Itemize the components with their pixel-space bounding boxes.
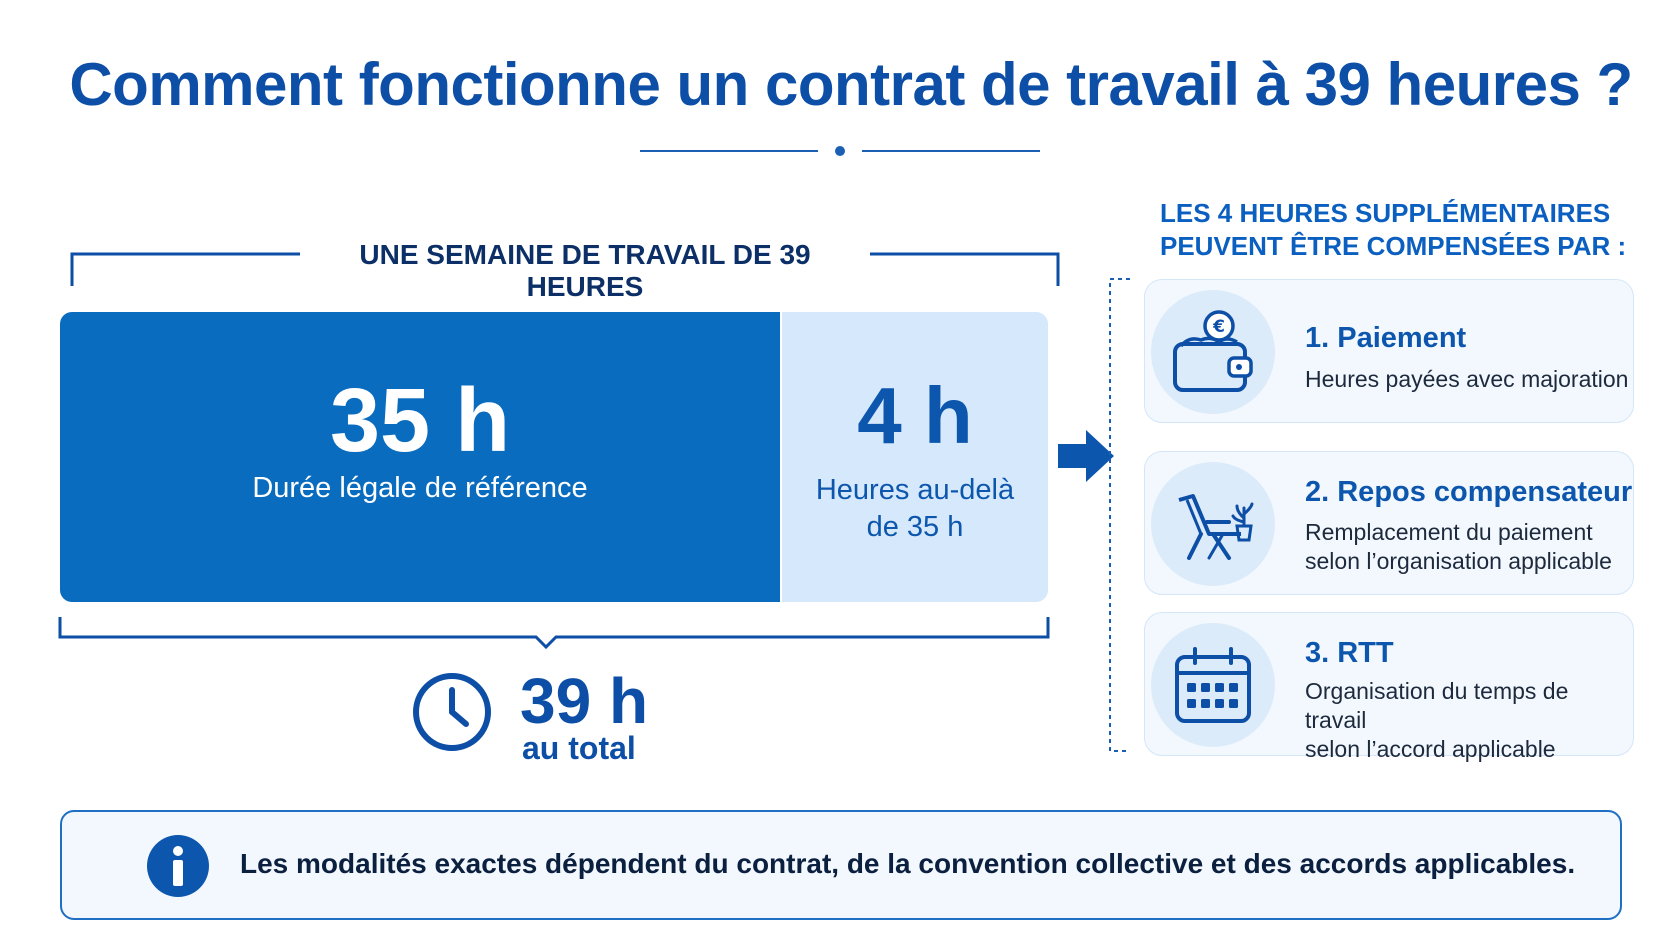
deckchair-icon [1151,462,1275,586]
title-divider [640,146,1040,156]
page-title: Comment fonctionne un contrat de travail… [69,51,1633,118]
total-hours-label: au total [522,730,636,766]
legal-hours-label: Durée légale de référence [252,472,588,504]
extra-hours-label-line2: de 35 h [866,511,964,543]
calendar-icon [1151,623,1275,747]
info-text: Les modalités exactes dépendent du contr… [240,848,1576,879]
wallet-euro-icon: € [1151,290,1275,414]
compensation-card-rtt: 3. RTT Organisation du temps de travail … [1144,612,1634,762]
rest-desc-line2: selon l’organisation applicable [1305,548,1612,574]
clock-icon [413,673,491,751]
rtt-desc-line2: selon l’accord applicable [1305,736,1556,762]
legal-hours-value: 35 h [329,371,511,471]
total-hours-value: 39 h [520,665,649,737]
rest-desc: Remplacement du paiement selon l’organis… [1305,518,1635,576]
compensation-heading: LES 4 HEURES SUPPLÉMENTAIRES PEUVENT ÊTR… [1160,197,1640,263]
compensation-heading-line1: LES 4 HEURES SUPPLÉMENTAIRES [1160,198,1611,228]
total-bracket [58,617,1050,650]
week-heading: UNE SEMAINE DE TRAVAIL DE 39 HEURES [300,239,870,303]
rtt-title: 3. RTT [1305,637,1394,669]
extra-hours-value: 4 h [857,371,973,460]
payment-title: 1. Paiement [1305,322,1467,354]
legal-hours-block: 35 h Durée légale de référence [60,312,780,602]
payment-desc: Heures payées avec majoration [1305,366,1629,392]
arrow-right-icon [1058,430,1114,482]
info-box [60,810,1622,920]
compensation-card-rest: 2. Repos compensateur Remplacement du pa… [1144,451,1634,595]
rtt-desc-line1: Organisation du temps de travail [1305,678,1569,733]
info-icon [147,835,209,897]
compensation-bracket [1109,278,1130,752]
svg-text:€: € [1212,317,1225,337]
rtt-desc: Organisation du temps de travail selon l… [1305,677,1635,764]
extra-hours-label: Heures au-delà de 35 h [782,472,1048,546]
extra-hours-label-line1: Heures au-delà [815,474,1015,506]
rest-title: 2. Repos compensateur [1305,476,1633,508]
compensation-card-payment: € 1. Paiement Heures payées avec majorat… [1144,279,1634,423]
extra-hours-block: 4 h Heures au-delà de 35 h [782,312,1048,602]
rest-desc-line1: Remplacement du paiement [1305,519,1593,545]
compensation-heading-line2: PEUVENT ÊTRE COMPENSÉES PAR : [1160,231,1627,261]
